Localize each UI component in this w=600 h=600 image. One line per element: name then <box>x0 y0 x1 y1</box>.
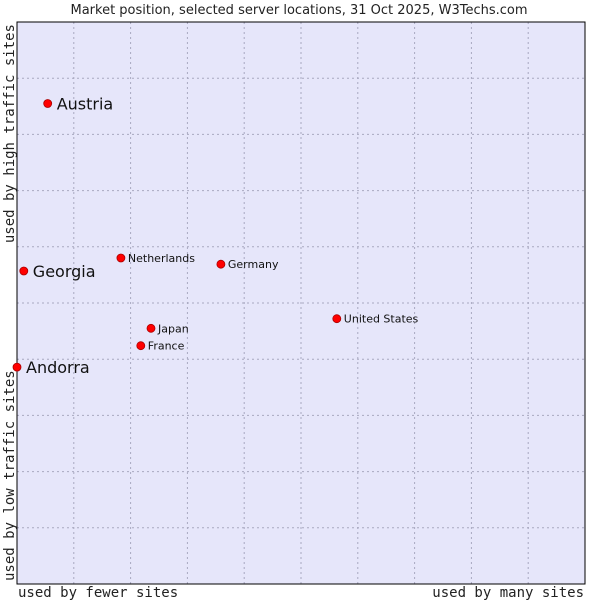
data-point-germany <box>216 259 226 269</box>
x-axis-label-right: used by many sites <box>432 585 584 600</box>
chart-title: Market position, selected server locatio… <box>70 3 527 18</box>
grid-lines <box>17 22 585 584</box>
data-point-georgia <box>19 266 29 276</box>
point-label-united-states: United States <box>344 313 419 326</box>
x-axis-label-left: used by fewer sites <box>18 585 178 600</box>
point-label-japan: Japan <box>157 322 189 335</box>
y-axis-label-top: used by high traffic sites <box>2 24 18 243</box>
point-label-netherlands: Netherlands <box>128 252 195 265</box>
data-point-japan <box>146 323 156 333</box>
point-label-andorra: Andorra <box>26 358 90 377</box>
point-label-austria: Austria <box>57 95 114 114</box>
data-point-united-states <box>332 314 342 324</box>
data-point-france <box>136 341 146 351</box>
plot-border <box>16 21 586 585</box>
y-axis-label-bottom: used by low traffic sites <box>2 370 18 581</box>
point-label-germany: Germany <box>228 258 279 271</box>
data-points: Austria Georgia Andorra Netherlands Germany U… <box>12 95 419 377</box>
data-point-austria <box>43 99 53 108</box>
point-label-georgia: Georgia <box>33 262 96 281</box>
data-point-netherlands <box>116 253 126 263</box>
data-point-andorra <box>12 362 22 372</box>
point-label-france: France <box>148 340 185 353</box>
